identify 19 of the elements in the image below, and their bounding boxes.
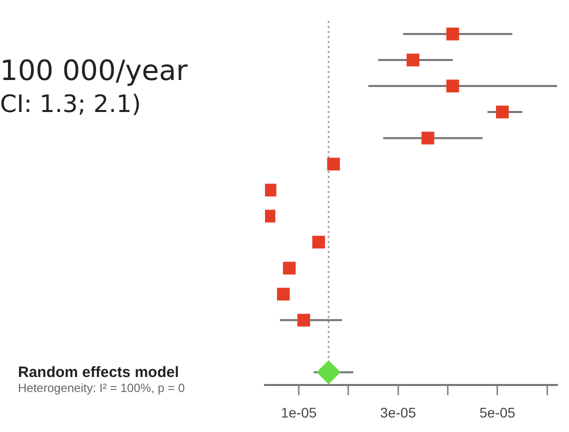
point [265, 184, 276, 196]
point [277, 288, 290, 301]
x-tick-label: 5e-05 [480, 404, 516, 420]
text: Heterogeneity: I² = 100%, p = 0 [18, 381, 186, 395]
text: CI: 1.3; 2.1) [0, 90, 141, 118]
point [446, 28, 460, 40]
point [282, 262, 296, 274]
text: 100 000/year [0, 54, 188, 87]
point [496, 106, 509, 118]
point [422, 132, 434, 144]
text: Random effects model [18, 364, 179, 381]
point [312, 236, 325, 248]
point [327, 158, 340, 170]
point [316, 360, 341, 384]
point [446, 80, 460, 92]
x-tick-label: 1e-05 [280, 404, 317, 420]
point [406, 54, 420, 66]
x-tick-label: 3e-05 [380, 404, 416, 420]
point [297, 314, 310, 327]
